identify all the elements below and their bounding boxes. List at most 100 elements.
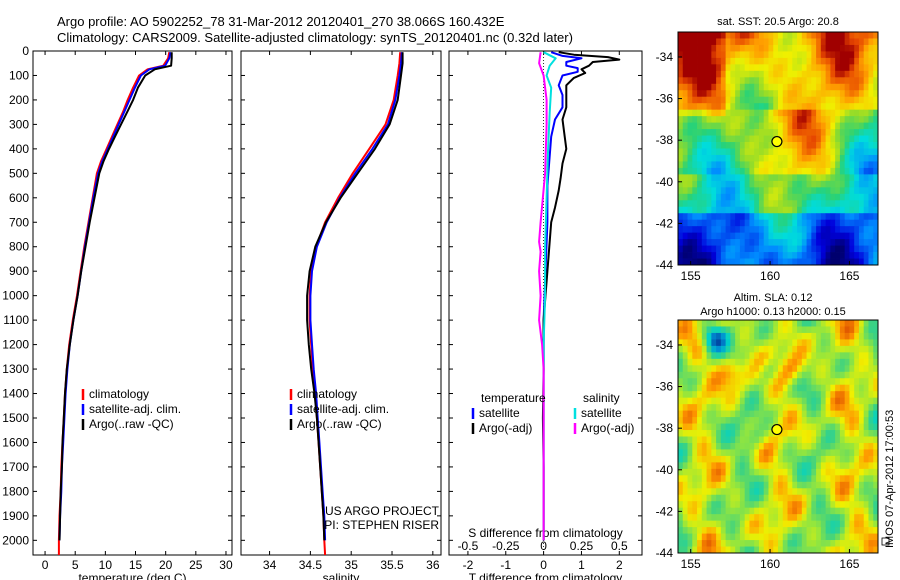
sla-map-cell (716, 404, 722, 412)
sst-map-cell (797, 200, 803, 208)
sla-map-cell (806, 481, 812, 489)
sla-map-cell (701, 514, 707, 522)
sst-map-cell (720, 167, 727, 175)
sst-map-cell (725, 232, 731, 240)
sla-map-cell (820, 494, 827, 502)
sla-map-cell (849, 397, 855, 405)
sla-map-cell (868, 423, 874, 431)
sla-map-cell (720, 475, 727, 483)
depth-tick-label: 900 (9, 264, 29, 278)
sst-map-cell (816, 180, 822, 188)
sla-map-cell (701, 326, 707, 334)
sla-map-cell (682, 455, 688, 463)
sst-map-cell (763, 96, 769, 104)
sla-map-cell (787, 384, 793, 392)
sla-map-cell (835, 488, 841, 496)
sla-map-cell (711, 546, 717, 554)
depth-tick-label: 600 (9, 191, 29, 205)
sst-map-cell (754, 64, 760, 72)
sst-map-cell (720, 161, 727, 169)
sla-map-cell (825, 371, 831, 379)
sst-map-cell (811, 142, 817, 149)
sla-map-cell (830, 410, 836, 418)
sla-map-cell (754, 546, 760, 554)
sst-map-cell (720, 122, 727, 130)
sst-map-cell (706, 252, 712, 259)
sla-map-cell (801, 501, 807, 509)
sla-map-cell (792, 527, 798, 534)
sla-map-cell (778, 404, 784, 412)
sla-map-cell (825, 520, 831, 528)
sla-map-cell (858, 423, 865, 431)
sst-map-cell (825, 219, 831, 227)
sst-map-cell (701, 122, 707, 130)
sst-map-cell (735, 213, 741, 221)
sst-map-cell (816, 213, 822, 221)
sla-map-cell (782, 442, 788, 450)
sla-map-cell (863, 345, 869, 353)
sst-map-cell (787, 129, 793, 136)
sla-map-cell (744, 442, 750, 450)
sla-map-cell (687, 391, 693, 399)
sst-map-cell (754, 90, 760, 98)
sst-map-cell (863, 193, 869, 201)
sst-map-cell (854, 148, 860, 156)
sla-map-cell (792, 475, 798, 483)
sst-map-cell (687, 232, 693, 240)
sst-map-cell (768, 174, 774, 182)
sla-map-cell (739, 501, 746, 509)
sla-map-cell (706, 520, 712, 528)
sla-map-cell (849, 455, 855, 463)
sst-map-cell (744, 161, 750, 169)
sst-map-cell (701, 77, 707, 85)
sla-map-cell (844, 481, 850, 489)
sst-map-cell (801, 161, 807, 169)
sst-map-cell (873, 57, 879, 65)
sla-map-cell (854, 468, 860, 476)
sla-map-cell (682, 475, 688, 483)
sla-map-cell (811, 540, 817, 547)
sla-map-cell (687, 442, 693, 450)
sla-map-cell (744, 358, 750, 366)
sst-map-cell (749, 51, 755, 59)
sla-map-cell (720, 358, 727, 366)
sla-map-cell (744, 481, 750, 489)
sst-map-cell (825, 258, 831, 266)
sla-map-cell (863, 404, 869, 412)
sst-map-cell (758, 252, 765, 259)
sst-map-cell (797, 70, 803, 78)
sla-map-cell (797, 488, 803, 496)
sst-map-cell (706, 232, 712, 240)
sla-map-cell (725, 449, 731, 457)
sla-map-cell (711, 520, 717, 528)
sla-map-cell (706, 481, 712, 489)
depth-tick-label: 1500 (2, 411, 29, 425)
sst-map-cell (730, 109, 736, 117)
sst-map-cell (706, 161, 712, 169)
sst-map-cell (839, 90, 846, 98)
sst-map-cell (687, 90, 693, 98)
sst-map-cell (858, 44, 865, 52)
sla-map-cell (730, 514, 736, 522)
sst-map-cell (830, 129, 836, 136)
sla-map-cell (816, 339, 822, 347)
sla-map-cell (706, 410, 712, 418)
sst-map-cell (735, 245, 741, 253)
sst-map-cell (773, 193, 779, 201)
sla-map-cell (792, 436, 798, 444)
sst-map-cell (754, 38, 760, 46)
sla-map-cell (873, 488, 879, 496)
sla-map-cell (854, 358, 860, 366)
sla-map-cell (854, 455, 860, 463)
sla-map-cell (816, 468, 822, 476)
sst-map-cell (868, 103, 874, 111)
sla-map-cell (868, 533, 874, 541)
sst-map-cell (830, 200, 836, 208)
sst-map-cell (863, 174, 869, 182)
sla-map-cell (773, 481, 779, 489)
sst-map-xtick-label: 155 (681, 269, 701, 283)
sla-map-cell (706, 378, 712, 386)
sla-map-cell (720, 520, 727, 528)
sla-map-cell (811, 352, 817, 360)
sst-map-cell (839, 103, 846, 111)
